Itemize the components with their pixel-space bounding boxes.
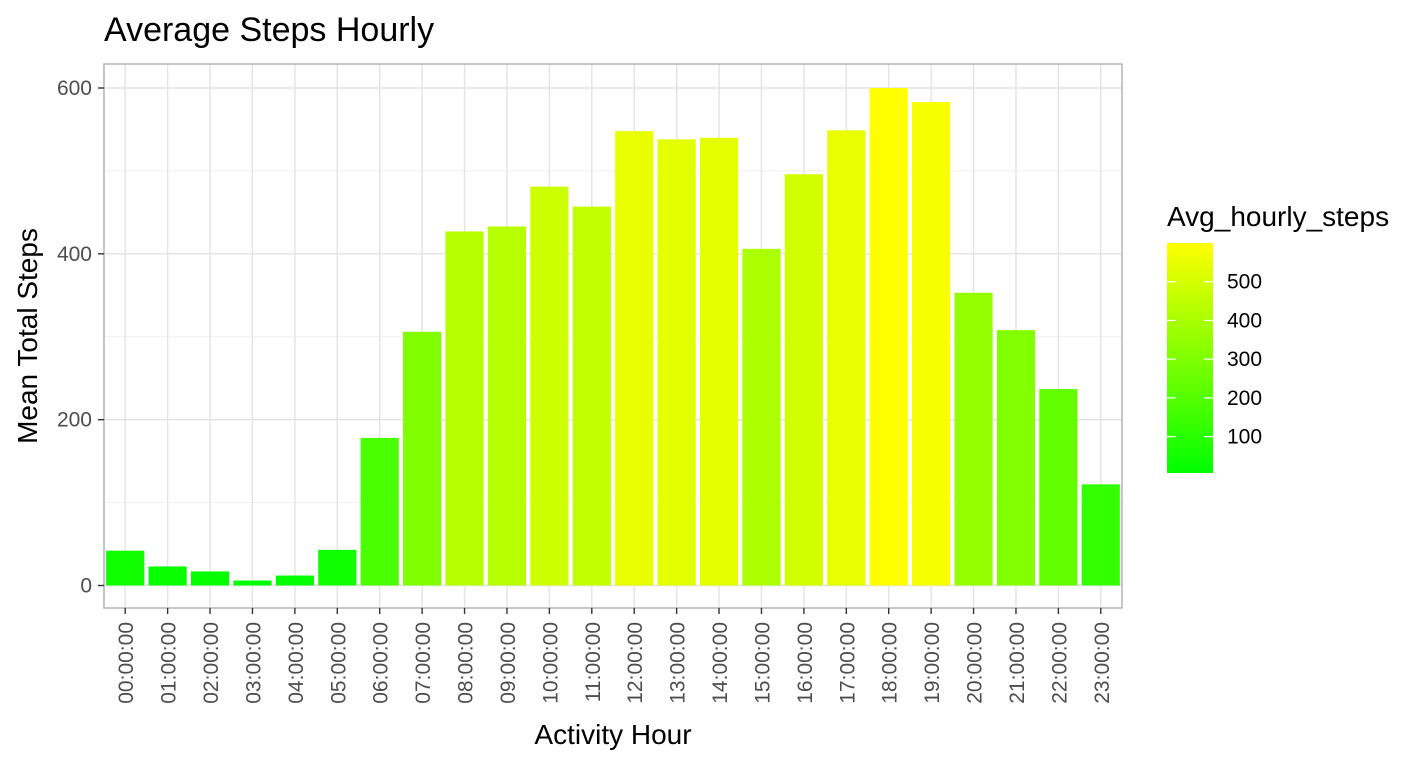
x-tick-label: 18:00:00 [879,622,902,704]
x-tick-label: 13:00:00 [667,622,690,704]
y-axis-title: Mean Total Steps [12,228,43,444]
legend-tick-label: 100 [1227,426,1262,449]
bar [572,206,611,586]
bar [318,549,357,586]
bar [403,331,442,586]
bar [954,292,993,586]
y-tick-label: 0 [80,575,92,598]
x-tick-label: 22:00:00 [1048,622,1071,704]
bar [699,137,739,586]
x-tick-label: 23:00:00 [1091,622,1114,704]
x-tick-label: 21:00:00 [1006,622,1029,704]
x-tick-label: 19:00:00 [921,622,944,704]
bar [784,174,823,586]
y-tick-label: 400 [57,243,92,266]
bar [742,248,781,586]
x-tick-label: 09:00:00 [497,622,520,704]
x-tick-label: 20:00:00 [964,622,987,704]
legend-title: Avg_hourly_steps [1167,201,1389,232]
legend-colorbar [1167,243,1213,473]
x-tick-label: 16:00:00 [794,622,817,704]
bar [996,330,1036,586]
plot-background [104,64,1122,608]
legend-tick-label: 300 [1227,348,1262,371]
y-axis: 0 200 400 600 [57,77,104,598]
x-tick-label: 11:00:00 [582,622,605,702]
bar [1039,388,1078,586]
x-tick-label: 03:00:00 [242,622,265,704]
x-tick-label: 12:00:00 [624,622,647,704]
bar [106,550,145,586]
bar [869,88,908,586]
x-tick-label: 01:00:00 [158,622,181,704]
bar [912,102,951,586]
x-tick-label: 10:00:00 [539,622,562,704]
bar [148,566,187,586]
x-axis: 00:00:00 01:00:00 02:00:00 03:00:00 04:00:00… [115,608,1114,704]
legend-ticks: 100 200 300 400 500 [1167,271,1262,449]
x-tick-label: 02:00:00 [200,622,223,704]
x-tick-label: 08:00:00 [455,622,478,704]
plot-border [103,63,1123,609]
x-tick-label: 07:00:00 [412,622,435,704]
bar [657,139,696,586]
bar [275,575,314,586]
x-tick-label: 00:00:00 [115,622,138,704]
x-tick-label: 06:00:00 [370,622,393,704]
x-tick-label: 17:00:00 [836,622,859,704]
x-axis-title: Activity Hour [534,719,691,750]
x-tick-label: 14:00:00 [709,622,732,704]
bar [233,580,272,586]
x-tick-label: 05:00:00 [327,622,350,704]
legend: Avg_hourly_steps 100 200 300 400 500 [1167,201,1389,473]
x-tick-label: 15:00:00 [751,622,774,704]
x-tick-label: 04:00:00 [285,622,308,704]
legend-tick-label: 500 [1227,271,1262,294]
bar [360,437,399,586]
bar [530,186,569,586]
bar [615,131,654,586]
legend-tick-label: 400 [1227,309,1262,332]
legend-tick-label: 200 [1227,387,1262,410]
bar [487,226,527,586]
chart-title: Average Steps Hourly [104,11,434,49]
bar [190,571,230,586]
bar [445,231,484,586]
y-tick-label: 600 [57,77,92,100]
bars [106,88,1120,586]
bar [1081,484,1120,586]
plot-panel [103,63,1123,609]
y-tick-label: 200 [57,409,92,432]
bar [827,130,866,586]
